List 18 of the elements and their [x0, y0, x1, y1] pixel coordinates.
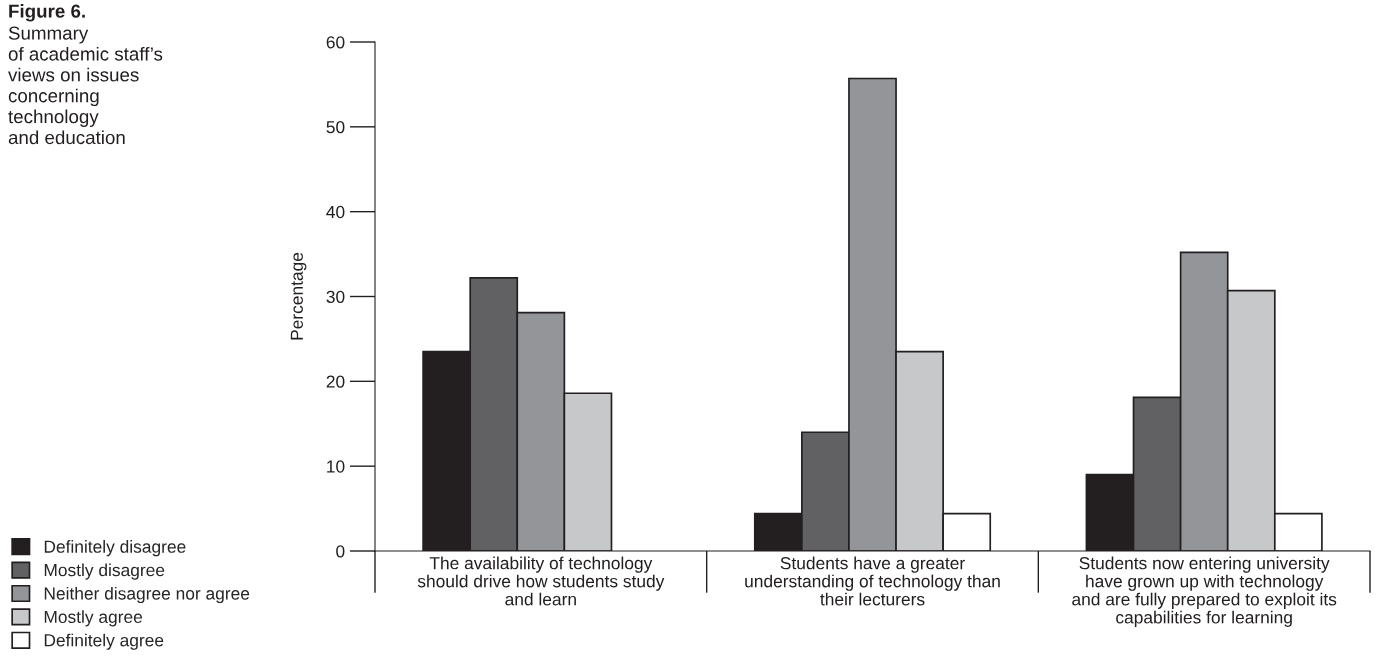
x-tick-label: Students now entering university have grown up with technology and are fully prepared to exploit its capabilities for learning: [1072, 556, 1337, 627]
legend-label: Definitely disagree: [44, 540, 186, 557]
y-tick-label: 10: [327, 460, 345, 473]
y-tick-label: 60: [326, 36, 345, 49]
y-tick-label: 40: [326, 205, 345, 219]
y-tick-label: 50: [326, 121, 345, 134]
x-tick-label: The availability of technology should drive how students study and learn: [417, 556, 665, 606]
x-tick-label: Students have a greater understanding of technology than their lecturers: [745, 556, 1000, 606]
legend-label: Mostly disagree: [44, 563, 165, 580]
y-tick-label: 20: [326, 375, 345, 388]
y-axis-title: Percentage: [290, 252, 307, 340]
text: Summary of academic staff’s views on issues concerning technology and education: [8, 26, 163, 145]
legend-label: Neither disagree nor agree: [44, 586, 250, 604]
legend-label: Definitely agree: [44, 633, 164, 650]
y-tick-label: 30: [326, 290, 345, 303]
text: Figure 6.: [9, 4, 85, 22]
legend-label: Mostly agree: [44, 610, 143, 627]
y-tick-label: 0: [336, 545, 345, 558]
